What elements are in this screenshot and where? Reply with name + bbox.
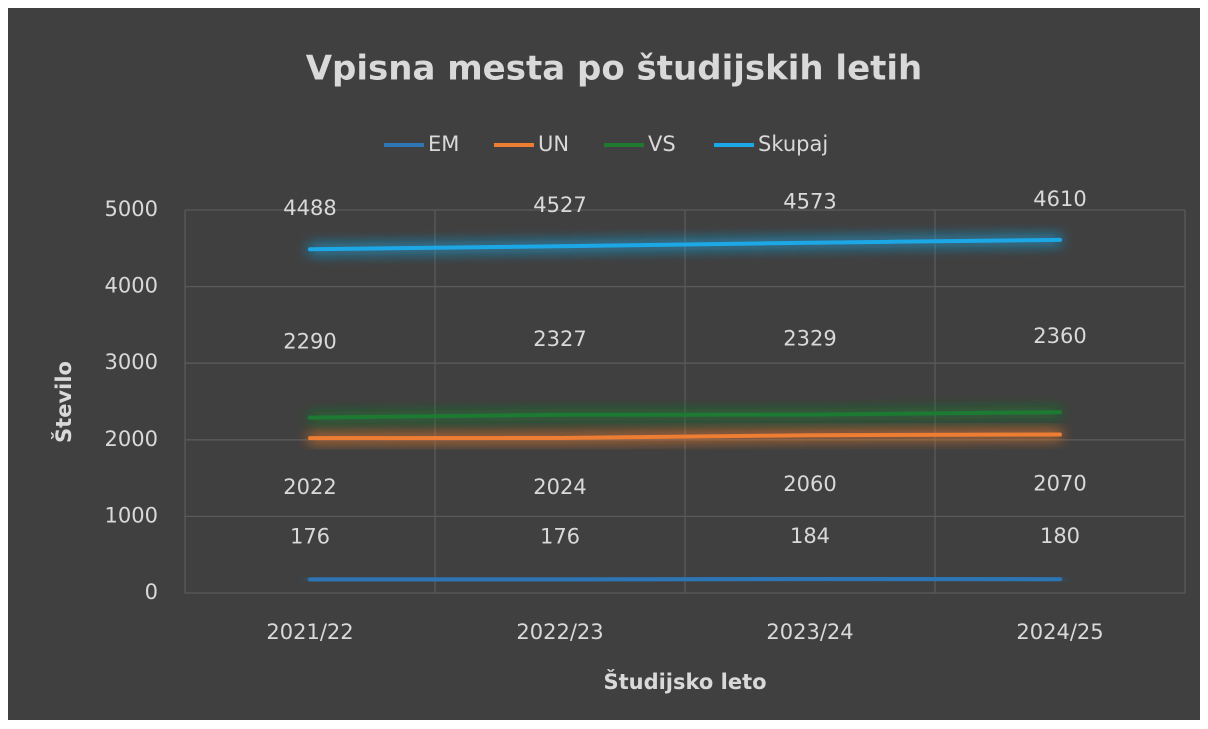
data-label: 2290: [283, 330, 336, 354]
y-axis-title: Število: [51, 361, 76, 443]
data-label: 2060: [783, 472, 836, 496]
y-tick-label: 0: [145, 580, 158, 604]
data-label: 184: [790, 524, 830, 548]
series-line: [308, 237, 1062, 252]
x-tick-label: 2021/22: [266, 620, 353, 644]
data-label: 2360: [1033, 324, 1086, 348]
y-tick-label: 5000: [105, 197, 158, 221]
legend-label: UN: [538, 132, 569, 156]
data-label: 2327: [533, 327, 586, 351]
data-label: 2070: [1033, 471, 1086, 495]
y-tick-label: 3000: [105, 350, 158, 374]
data-label: 4573: [783, 190, 836, 214]
legend-label: EM: [428, 132, 459, 156]
x-axis-title: Študijsko leto: [603, 669, 766, 694]
data-label: 4527: [533, 193, 586, 217]
data-label: 176: [290, 525, 330, 549]
series-line: [308, 410, 1062, 420]
legend-label: VS: [648, 132, 676, 156]
chart-background: [8, 8, 1200, 720]
y-tick-label: 1000: [105, 503, 158, 527]
data-label: 176: [540, 525, 580, 549]
y-tick-label: 2000: [105, 427, 158, 451]
chart-title: Vpisna mesta po študijskih letih: [306, 49, 923, 89]
series-line: [308, 576, 1062, 582]
data-label: 2024: [533, 475, 586, 499]
x-tick-label: 2023/24: [766, 620, 853, 644]
data-label: 2022: [283, 475, 336, 499]
data-label: 4488: [283, 196, 336, 220]
legend-label: Skupaj: [758, 132, 828, 156]
series-line: [308, 432, 1062, 441]
x-tick-label: 2024/25: [1016, 620, 1103, 644]
data-label: 4610: [1033, 187, 1086, 211]
y-tick-label: 4000: [105, 274, 158, 298]
x-tick-label: 2022/23: [516, 620, 603, 644]
data-label: 180: [1040, 524, 1080, 548]
data-label: 2329: [783, 327, 836, 351]
